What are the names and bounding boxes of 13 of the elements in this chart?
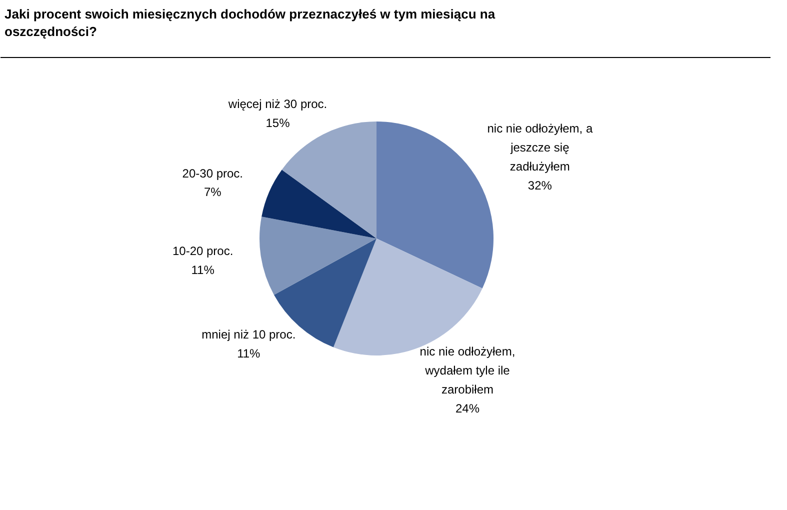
slice-label: nic nie odłożyłem, a jeszcze się zadłużyłem xyxy=(487,122,593,174)
slice-label: więcej niż 30 proc. xyxy=(227,96,328,111)
chart-title: Jaki procent swoich miesięcznych dochodów przeznaczyłeś w tym miesiącu na oszczędności? xyxy=(4,6,496,39)
data-label: 24% xyxy=(455,401,480,416)
slice-label: nic nie odłożyłem, wydałem tyle ile zarobiłem xyxy=(420,344,516,396)
data-label: 11% xyxy=(237,346,261,360)
data-label: 7% xyxy=(204,185,222,200)
data-label: 32% xyxy=(528,178,552,192)
slice-label: 20-30 proc. xyxy=(182,166,243,180)
slice-label: 10-20 proc. xyxy=(172,244,234,258)
slice-label: mniej niż 10 proc. xyxy=(202,327,296,342)
data-label: 15% xyxy=(266,116,290,130)
data-label: 11% xyxy=(191,262,215,277)
